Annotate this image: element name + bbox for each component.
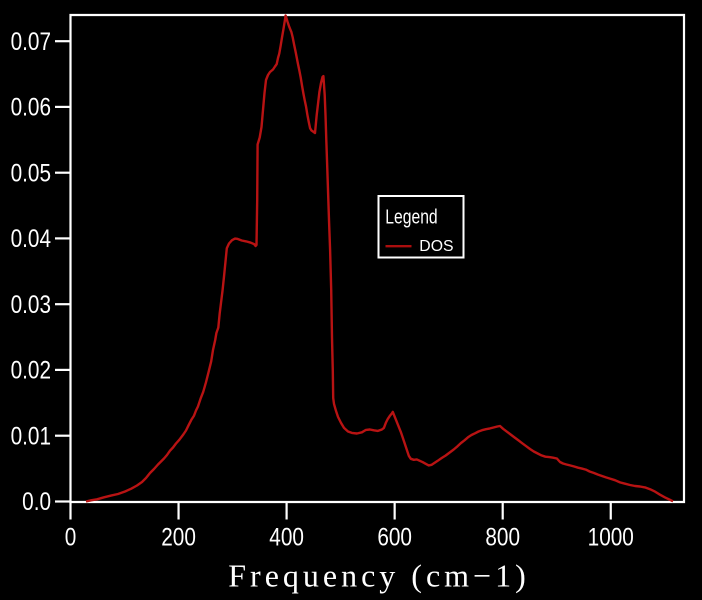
svg-text:0.07: 0.07	[11, 27, 51, 55]
svg-text:0: 0	[65, 523, 77, 551]
svg-text:400: 400	[269, 523, 304, 551]
svg-text:DOS: DOS	[419, 238, 453, 255]
svg-text:Frequency (cm−1): Frequency (cm−1)	[228, 558, 530, 594]
svg-text:0.06: 0.06	[11, 93, 51, 121]
svg-text:800: 800	[485, 523, 520, 551]
svg-text:600: 600	[377, 523, 412, 551]
svg-text:1000: 1000	[588, 523, 634, 551]
svg-text:Legend: Legend	[385, 205, 437, 227]
svg-text:0.05: 0.05	[11, 158, 51, 186]
svg-text:0.01: 0.01	[11, 421, 51, 449]
svg-text:200: 200	[161, 523, 196, 551]
svg-text:0.03: 0.03	[11, 290, 51, 318]
svg-text:0.0: 0.0	[22, 487, 51, 515]
svg-text:0.02: 0.02	[11, 356, 51, 384]
svg-text:0.04: 0.04	[11, 224, 52, 252]
